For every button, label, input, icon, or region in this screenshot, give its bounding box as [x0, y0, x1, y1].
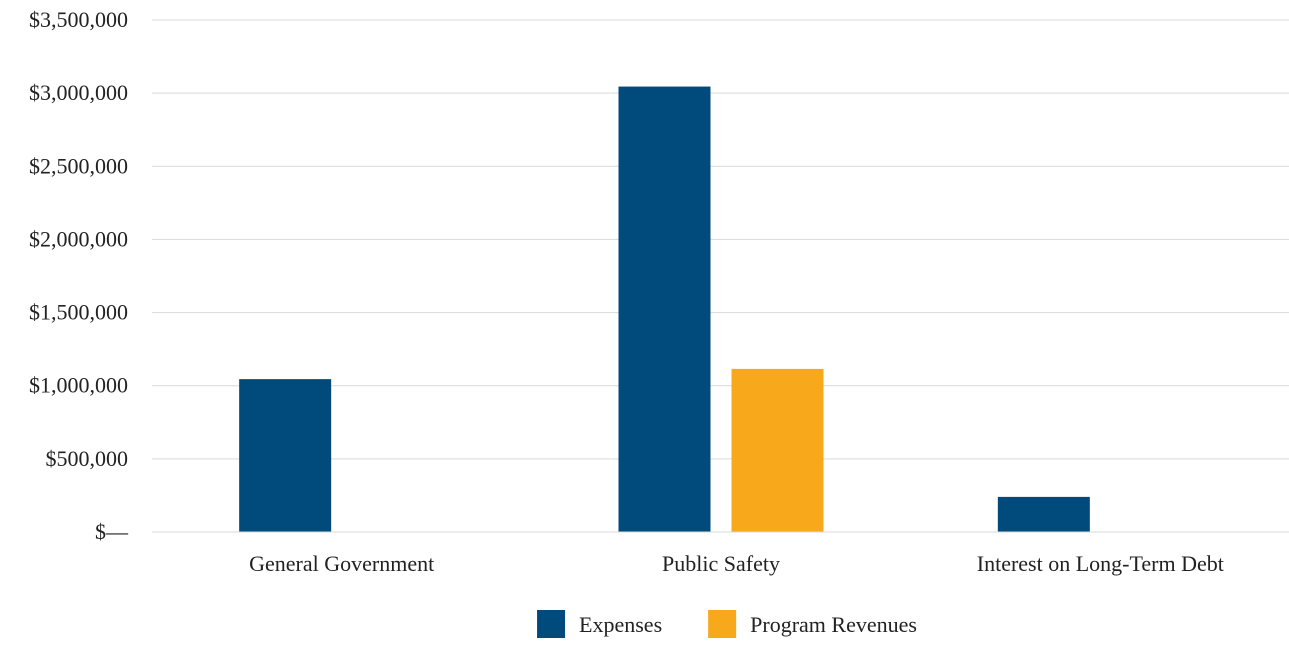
legend-swatch	[537, 610, 566, 638]
legend-label: Program Revenues	[750, 612, 917, 637]
bars	[239, 86, 1090, 532]
legend-item: Program Revenues	[708, 610, 917, 638]
legend-item: Expenses	[537, 610, 662, 638]
y-tick-label: $—	[95, 519, 129, 544]
bar-program-revenues	[731, 368, 824, 532]
bar-expenses	[618, 86, 711, 532]
gridlines	[152, 19, 1289, 460]
legend-label: Expenses	[579, 612, 662, 637]
x-category-label: General Government	[249, 551, 434, 576]
y-tick-label: $2,000,000	[29, 226, 128, 251]
y-tick-label: $3,500,000	[29, 7, 128, 32]
y-axis-tick-labels: $— $500,000 $1,000,000 $1,500,000 $2,000,000…	[29, 7, 129, 544]
x-axis-category-labels: General Government Public Safety Interest …	[249, 551, 1224, 576]
y-tick-label: $1,000,000	[29, 373, 128, 398]
y-tick-label: $2,500,000	[29, 153, 128, 178]
bar-expenses	[997, 496, 1090, 532]
y-tick-label: $1,500,000	[29, 300, 128, 325]
y-tick-label: $500,000	[46, 446, 129, 471]
x-category-label: Interest on Long-Term Debt	[977, 551, 1224, 576]
bar-expenses	[239, 379, 332, 532]
x-category-label: Public Safety	[662, 551, 780, 576]
y-tick-label: $3,000,000	[29, 80, 128, 105]
legend-swatch	[708, 610, 737, 638]
legend: Expenses Program Revenues	[537, 610, 917, 638]
